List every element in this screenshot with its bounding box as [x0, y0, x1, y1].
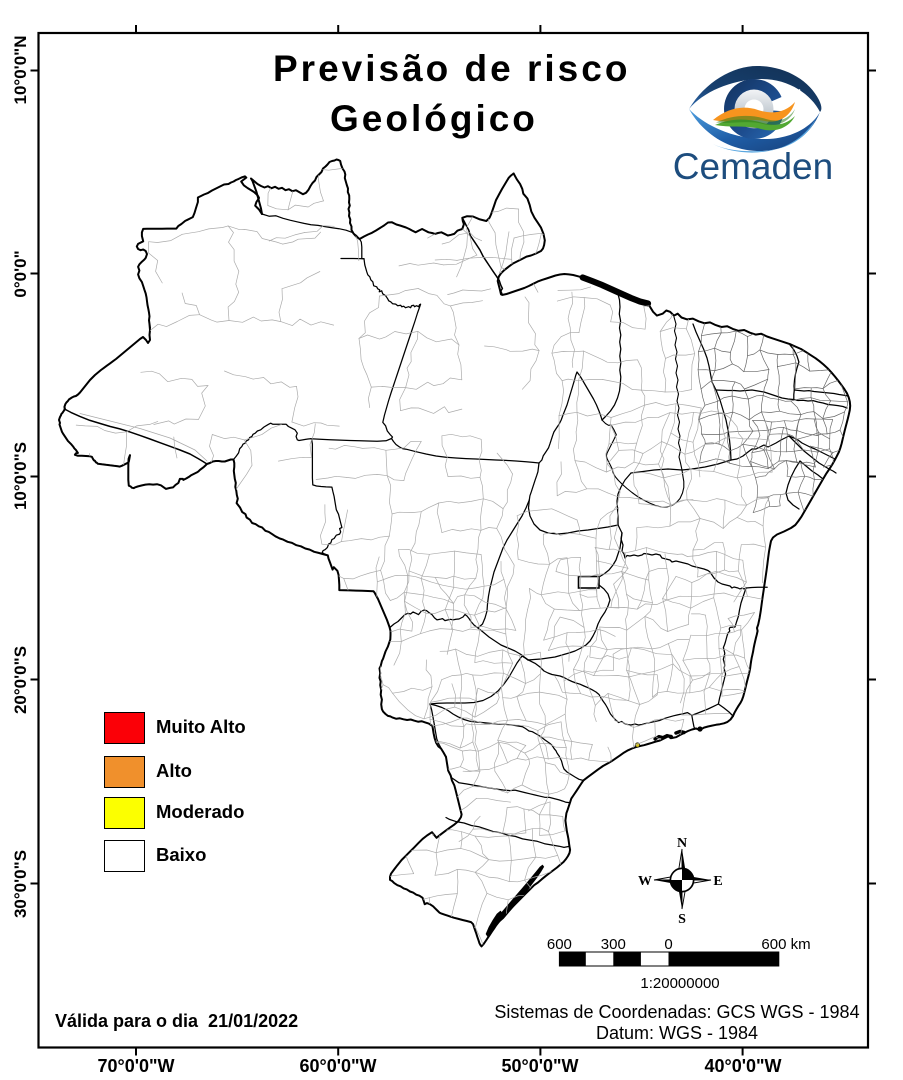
svg-text:300: 300 — [601, 936, 626, 953]
svg-text:600 km: 600 km — [761, 936, 810, 953]
svg-text:1:20000000: 1:20000000 — [640, 975, 719, 992]
svg-text:W: W — [638, 874, 652, 889]
svg-text:N: N — [677, 836, 687, 851]
svg-text:E: E — [713, 874, 722, 889]
svg-text:S: S — [678, 912, 686, 927]
svg-text:600: 600 — [547, 936, 572, 953]
svg-text:0: 0 — [664, 936, 672, 953]
